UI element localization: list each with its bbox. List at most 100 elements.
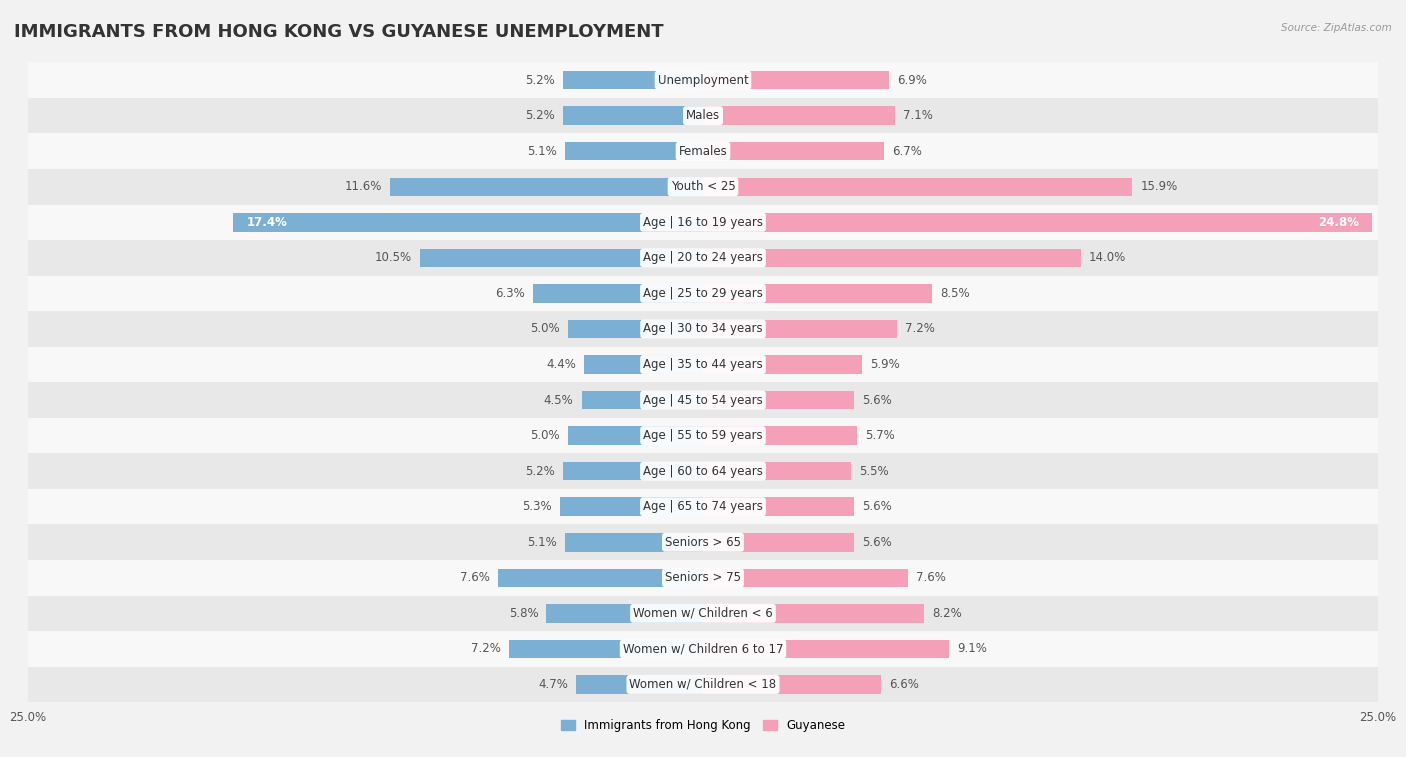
Text: 6.7%: 6.7% (891, 145, 922, 157)
Text: 5.1%: 5.1% (527, 536, 557, 549)
Bar (703, 426, 856, 445)
Bar (703, 675, 882, 693)
Bar (585, 355, 703, 374)
Text: Women w/ Children 6 to 17: Women w/ Children 6 to 17 (623, 643, 783, 656)
Bar (560, 497, 703, 516)
Text: 17.4%: 17.4% (247, 216, 288, 229)
Bar (568, 426, 703, 445)
Bar (703, 284, 932, 303)
Text: 7.2%: 7.2% (471, 643, 501, 656)
Bar (233, 213, 703, 232)
Bar (703, 391, 855, 410)
Bar (498, 569, 703, 587)
Bar (28, 525, 1378, 560)
Text: Age | 35 to 44 years: Age | 35 to 44 years (643, 358, 763, 371)
Text: 4.5%: 4.5% (544, 394, 574, 407)
Bar (562, 462, 703, 481)
Bar (562, 107, 703, 125)
Text: 5.8%: 5.8% (509, 607, 538, 620)
Bar (28, 98, 1378, 133)
Text: Women w/ Children < 6: Women w/ Children < 6 (633, 607, 773, 620)
Text: Youth < 25: Youth < 25 (671, 180, 735, 193)
Bar (703, 533, 855, 552)
Text: 5.9%: 5.9% (870, 358, 900, 371)
Bar (565, 142, 703, 160)
Bar (703, 142, 884, 160)
Text: Women w/ Children < 18: Women w/ Children < 18 (630, 678, 776, 691)
Text: 4.4%: 4.4% (547, 358, 576, 371)
Bar (703, 213, 1372, 232)
Bar (28, 276, 1378, 311)
Bar (28, 133, 1378, 169)
Text: Seniors > 65: Seniors > 65 (665, 536, 741, 549)
Text: Age | 16 to 19 years: Age | 16 to 19 years (643, 216, 763, 229)
Bar (703, 71, 889, 89)
Text: 5.1%: 5.1% (527, 145, 557, 157)
Bar (533, 284, 703, 303)
Bar (28, 204, 1378, 240)
Text: 8.2%: 8.2% (932, 607, 962, 620)
Text: Males: Males (686, 109, 720, 122)
Text: 7.6%: 7.6% (917, 572, 946, 584)
Bar (28, 169, 1378, 204)
Bar (28, 418, 1378, 453)
Text: Age | 55 to 59 years: Age | 55 to 59 years (643, 429, 763, 442)
Text: Seniors > 75: Seniors > 75 (665, 572, 741, 584)
Bar (703, 248, 1081, 267)
Text: 10.5%: 10.5% (374, 251, 412, 264)
Text: 5.6%: 5.6% (862, 500, 891, 513)
Text: 9.1%: 9.1% (956, 643, 987, 656)
Text: 5.6%: 5.6% (862, 394, 891, 407)
Text: IMMIGRANTS FROM HONG KONG VS GUYANESE UNEMPLOYMENT: IMMIGRANTS FROM HONG KONG VS GUYANESE UN… (14, 23, 664, 41)
Bar (576, 675, 703, 693)
Bar (28, 560, 1378, 596)
Bar (28, 347, 1378, 382)
Text: Age | 65 to 74 years: Age | 65 to 74 years (643, 500, 763, 513)
Text: 8.5%: 8.5% (941, 287, 970, 300)
Text: 6.3%: 6.3% (495, 287, 524, 300)
Bar (568, 319, 703, 338)
Text: 5.5%: 5.5% (859, 465, 889, 478)
Bar (28, 62, 1378, 98)
Bar (565, 533, 703, 552)
Text: 11.6%: 11.6% (344, 180, 382, 193)
Bar (703, 497, 855, 516)
Bar (562, 71, 703, 89)
Bar (28, 453, 1378, 489)
Bar (28, 596, 1378, 631)
Bar (582, 391, 703, 410)
Bar (28, 631, 1378, 667)
Bar (703, 319, 897, 338)
Text: 7.6%: 7.6% (460, 572, 489, 584)
Text: Unemployment: Unemployment (658, 73, 748, 86)
Text: 5.0%: 5.0% (530, 429, 560, 442)
Text: 4.7%: 4.7% (538, 678, 568, 691)
Bar (703, 569, 908, 587)
Bar (389, 178, 703, 196)
Text: 7.2%: 7.2% (905, 322, 935, 335)
Text: 5.2%: 5.2% (524, 465, 554, 478)
Text: Age | 60 to 64 years: Age | 60 to 64 years (643, 465, 763, 478)
Text: 5.2%: 5.2% (524, 109, 554, 122)
Bar (703, 462, 852, 481)
Text: 6.6%: 6.6% (889, 678, 920, 691)
Legend: Immigrants from Hong Kong, Guyanese: Immigrants from Hong Kong, Guyanese (555, 715, 851, 737)
Bar (703, 355, 862, 374)
Text: Age | 25 to 29 years: Age | 25 to 29 years (643, 287, 763, 300)
Text: Age | 20 to 24 years: Age | 20 to 24 years (643, 251, 763, 264)
Text: 14.0%: 14.0% (1090, 251, 1126, 264)
Bar (703, 178, 1132, 196)
Text: 15.9%: 15.9% (1140, 180, 1178, 193)
Bar (703, 640, 949, 658)
Bar (703, 604, 924, 622)
Text: 7.1%: 7.1% (903, 109, 932, 122)
Text: 24.8%: 24.8% (1317, 216, 1360, 229)
Bar (28, 311, 1378, 347)
Text: 5.7%: 5.7% (865, 429, 894, 442)
Bar (28, 667, 1378, 702)
Text: 5.2%: 5.2% (524, 73, 554, 86)
Bar (547, 604, 703, 622)
Bar (28, 489, 1378, 525)
Text: Females: Females (679, 145, 727, 157)
Text: 5.6%: 5.6% (862, 536, 891, 549)
